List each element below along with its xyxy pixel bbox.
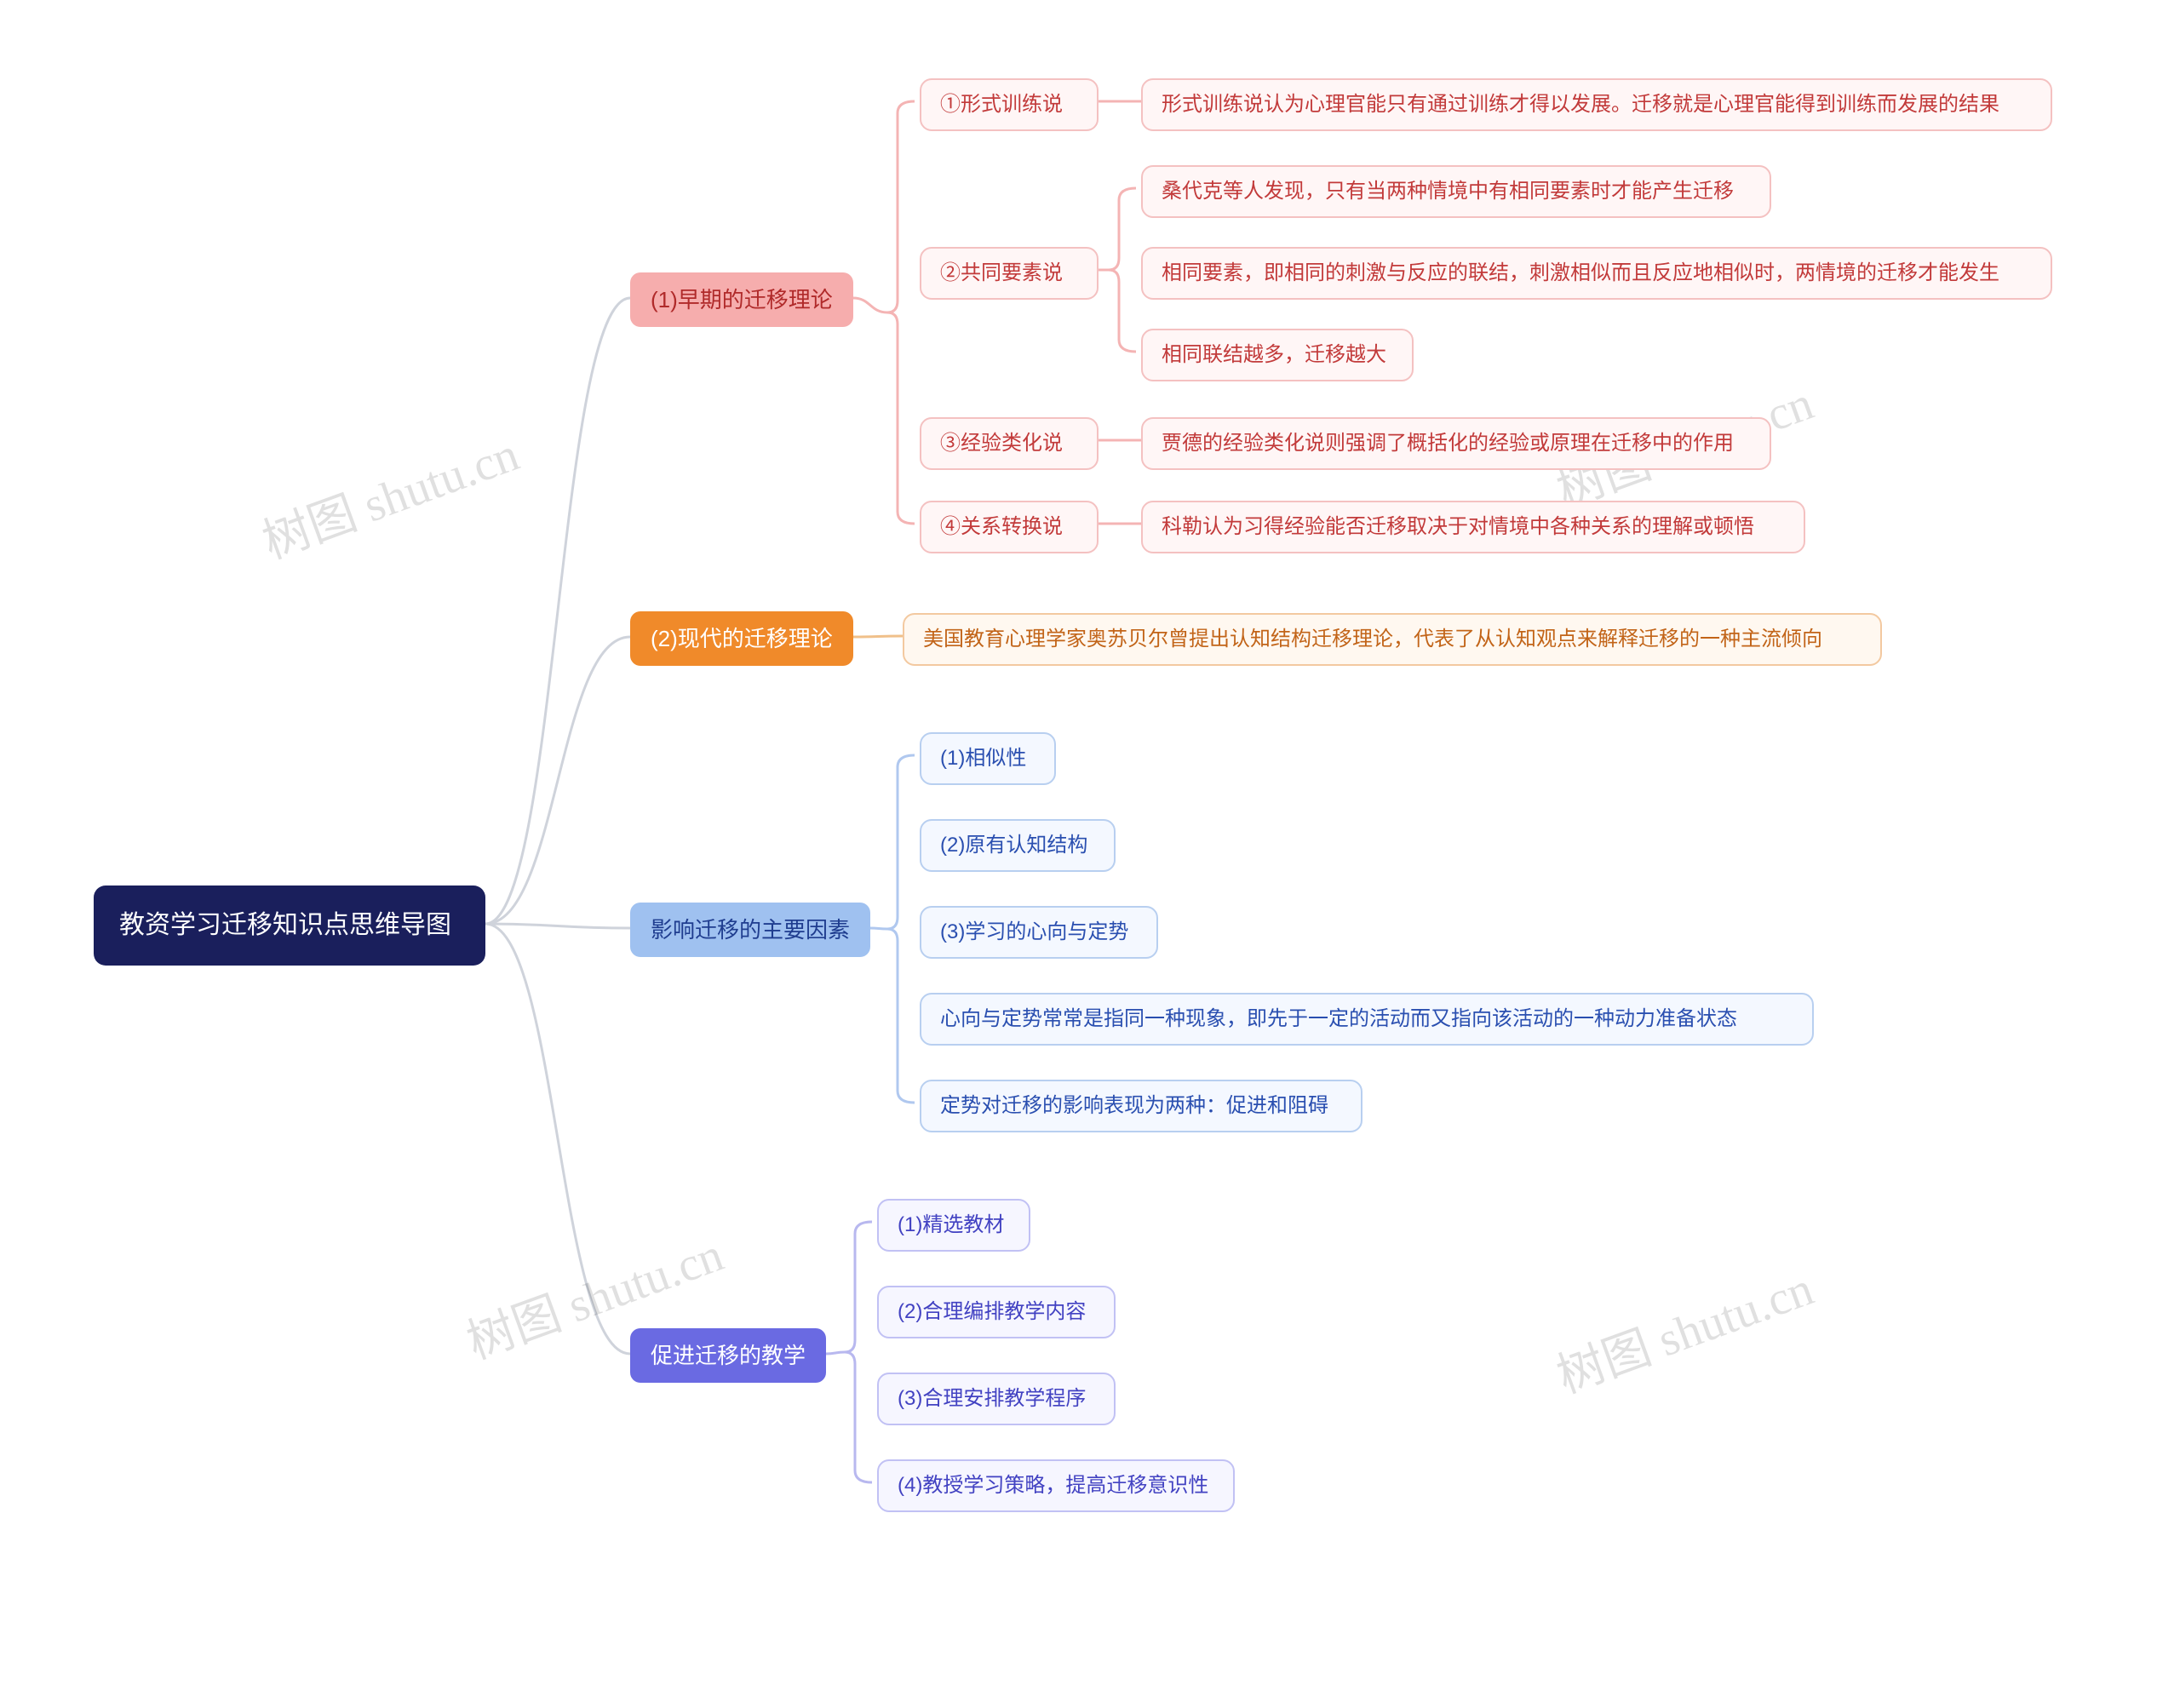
leaf-b1_1[interactable]: ①形式训练说 [920, 78, 1099, 131]
leaf-b4_1[interactable]: (1)精选教材 [877, 1199, 1030, 1252]
leaf-b1_4[interactable]: ④关系转换说 [920, 501, 1099, 553]
mindmap-canvas: 教资学习迁移知识点思维导图树图 shutu.cn树图 shutu.cn树图 sh… [0, 0, 2180, 1708]
leaf-b1_3_1[interactable]: 贾德的经验类化说则强调了概括化的经验或原理在迁移中的作用 [1141, 417, 1771, 470]
leaf-b1_1_1[interactable]: 形式训练说认为心理官能只有通过训练才得以发展。迁移就是心理官能得到训练而发展的结… [1141, 78, 2052, 131]
leaf-b3_4[interactable]: 心向与定势常常是指同一种现象，即先于一定的活动而又指向该活动的一种动力准备状态 [920, 993, 1814, 1046]
branch-b4[interactable]: 促进迁移的教学 [630, 1328, 826, 1383]
leaf-b1_2[interactable]: ②共同要素说 [920, 247, 1099, 300]
leaf-b1_4_1[interactable]: 科勒认为习得经验能否迁移取决于对情境中各种关系的理解或顿悟 [1141, 501, 1805, 553]
branch-b1[interactable]: (1)早期的迁移理论 [630, 272, 853, 327]
leaf-b3_3[interactable]: (3)学习的心向与定势 [920, 906, 1158, 959]
watermark: 树图 shutu.cn [1546, 1251, 1821, 1407]
branch-b2[interactable]: (2)现代的迁移理论 [630, 611, 853, 666]
leaf-b1_2_1[interactable]: 桑代克等人发现，只有当两种情境中有相同要素时才能产生迁移 [1141, 165, 1771, 218]
watermark: 树图 shutu.cn [252, 416, 527, 573]
leaf-b2_1[interactable]: 美国教育心理学家奥苏贝尔曾提出认知结构迁移理论，代表了从认知观点来解释迁移的一种… [903, 613, 1882, 666]
leaf-b4_2[interactable]: (2)合理编排教学内容 [877, 1286, 1116, 1338]
branch-b3[interactable]: 影响迁移的主要因素 [630, 903, 870, 957]
leaf-b3_1[interactable]: (1)相似性 [920, 732, 1056, 785]
leaf-b1_3[interactable]: ③经验类化说 [920, 417, 1099, 470]
leaf-b1_2_2[interactable]: 相同要素，即相同的刺激与反应的联结，刺激相似而且反应地相似时，两情境的迁移才能发… [1141, 247, 2052, 300]
leaf-b3_2[interactable]: (2)原有认知结构 [920, 819, 1116, 872]
leaf-b3_5[interactable]: 定势对迁移的影响表现为两种：促进和阻碍 [920, 1080, 1362, 1132]
leaf-b4_4[interactable]: (4)教授学习策略，提高迁移意识性 [877, 1459, 1235, 1512]
leaf-b1_2_3[interactable]: 相同联结越多，迁移越大 [1141, 329, 1414, 381]
leaf-b4_3[interactable]: (3)合理安排教学程序 [877, 1373, 1116, 1425]
root-node[interactable]: 教资学习迁移知识点思维导图 [94, 886, 485, 966]
